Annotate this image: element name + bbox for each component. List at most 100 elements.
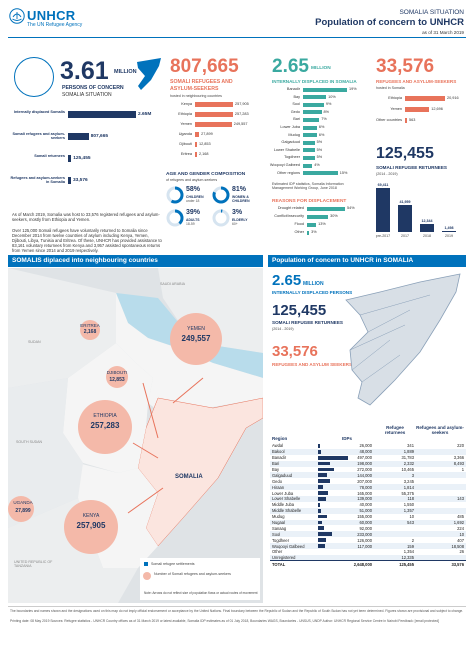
cell-idps: 272,000	[316, 467, 374, 473]
returnees-sublabel: (2014 - 2019)	[376, 172, 398, 176]
cell-ras	[416, 484, 466, 491]
map-label-south-sudan: SOUTH SUDAN	[16, 440, 43, 444]
table-row: Awdal 26,000 341 220	[270, 443, 466, 449]
legend-bubble-icon	[143, 572, 151, 580]
idp-bar	[303, 125, 317, 130]
cell-returnees: 341	[407, 443, 414, 449]
persons-label: PERSONS OF CONCERN	[62, 85, 124, 91]
age-gender-pct: 39%	[186, 209, 201, 216]
cell-ras: 8,493	[416, 460, 466, 467]
idp-bar-value: 15%	[339, 170, 348, 175]
table-row: Bakool 48,000 1,889	[270, 448, 466, 455]
unhcr-logo	[9, 8, 25, 24]
age-gender-label: ADULTS	[186, 218, 200, 222]
cell-idps-value: 272,000	[357, 467, 372, 472]
hosted-bar-value: 20,916	[447, 96, 459, 100]
cell-ras: 224	[457, 525, 464, 531]
cell-returnees: 1,357	[374, 507, 416, 514]
cell-returnees: 3,245	[403, 478, 414, 484]
cell-idps-value: 78,000	[359, 484, 372, 490]
age-gender-sub: 60+	[232, 222, 238, 226]
refugees-bar-label: Djibouti	[179, 142, 192, 146]
settlement-icon	[144, 562, 148, 566]
idp-bar-value: 5%	[316, 140, 323, 145]
persons-bar	[68, 133, 89, 140]
idp-bar-value: 8%	[323, 109, 330, 114]
concern-ret-label: SOMALI REFUGEE RETURNEES	[272, 320, 343, 325]
refugees-bar-value: 27,899	[201, 132, 213, 136]
idp-bar	[303, 95, 327, 100]
page-date: as of 31 March 2019	[422, 30, 464, 35]
hosted-bar	[405, 118, 407, 123]
cell-region: Bakool	[270, 448, 316, 455]
hosted-sublabel: hosted in Somalia	[376, 86, 405, 90]
cell-region: Other	[272, 549, 283, 555]
cell-idps: 26,000	[316, 443, 374, 449]
cell-idps: 155,000	[316, 514, 374, 520]
age-gender-pct: 81%	[232, 186, 247, 193]
refugees-bar	[195, 102, 233, 107]
persons-bar	[68, 177, 71, 184]
age-gender-donut	[212, 209, 230, 227]
cell-idps: 126,000	[316, 537, 374, 543]
hosted-bar-label: Other countries	[376, 118, 402, 122]
hosted-bar-label: Yemen	[390, 107, 402, 111]
persons-bar-value: 807,665	[90, 134, 109, 139]
bubble-uganda-value: 27,899	[15, 508, 31, 514]
idp-table-bar	[318, 444, 320, 448]
situation-label: SOMALIA SITUATION	[399, 9, 464, 16]
cell-region: Sanaag	[272, 525, 287, 531]
reason-bar-value: 13%	[318, 222, 326, 226]
table-row: Hiraan 78,000 1,814	[270, 484, 466, 491]
cell-returnees	[374, 531, 416, 538]
idp-bar-label: Lower Juba	[280, 125, 300, 129]
table-row: Lower Shabelle 139,000 118 143	[270, 496, 466, 502]
idp-table-bar	[318, 461, 330, 466]
persons-text-2: Over 125,000 Somali refugees have volunt…	[12, 228, 162, 253]
age-gender-donut	[212, 186, 230, 204]
cell-returnees: 1,814	[374, 484, 416, 491]
age-gender-donut	[166, 186, 184, 204]
reason-bar-label: Other	[294, 230, 305, 234]
refugees-bar	[195, 122, 232, 127]
cell-ras	[416, 448, 466, 455]
cell-returnees: 1,550	[403, 502, 414, 508]
table-row: Bay 272,000 10,465 1	[270, 467, 466, 473]
idp-table-bar	[318, 479, 331, 484]
reason-bar	[307, 214, 329, 219]
returnees-column-value: 1,498	[444, 225, 454, 230]
bubble-kenya	[64, 500, 118, 554]
bubble-yemen-name: YEMEN	[187, 326, 205, 332]
cell-idps-value: 198,000	[357, 461, 372, 467]
idp-bar	[303, 163, 313, 168]
cell-region: Unregistered	[270, 554, 316, 561]
cell-region: Hiraan	[270, 484, 316, 491]
table-row: Woqooyi Galbeed 117,000 159 18,508	[270, 543, 466, 550]
age-gender-subtitle: of refugees and asylum-seekers	[166, 178, 218, 182]
refugees-bar	[195, 112, 233, 117]
age-gender-donut	[166, 209, 184, 227]
table-row: TOTAL 2,648,000 125,455 33,576	[270, 560, 466, 567]
map-label-saudi: SAUDI ARABIA	[160, 282, 185, 286]
cell-idps: 60,000	[316, 519, 374, 526]
idp-table-bar	[318, 491, 328, 495]
cell-idps-value: 155,000	[357, 514, 372, 520]
idp-bar-value: 9%	[325, 102, 332, 107]
bubble-djibouti-value: 12,853	[109, 377, 125, 383]
persons-sublabel: SOMALIA SITUATION	[62, 92, 112, 98]
reasons-title: REASONS FOR DISPLACEMENT	[272, 199, 347, 204]
cell-idps-value: 144,000	[357, 472, 372, 478]
table-row: Lower Juba 165,000 55,375	[270, 490, 466, 496]
cell-ras: 10	[416, 531, 466, 538]
cell-idps: 144,000	[316, 472, 374, 479]
bubble-uganda	[8, 496, 34, 522]
cell-ras: 407	[457, 537, 464, 543]
table-row: Middle Shabelle 51,000 1,357	[270, 507, 466, 514]
header-divider	[8, 37, 466, 38]
idp-unit: MILLION	[311, 66, 331, 71]
refugees-bar-label: Yemen	[180, 122, 192, 126]
returnees-column-value: 69,411	[377, 183, 389, 187]
age-gender-pct: 58%	[186, 186, 201, 193]
refugees-value: 807,665	[170, 56, 239, 77]
age-gender-label: CHILDREN	[186, 195, 204, 199]
